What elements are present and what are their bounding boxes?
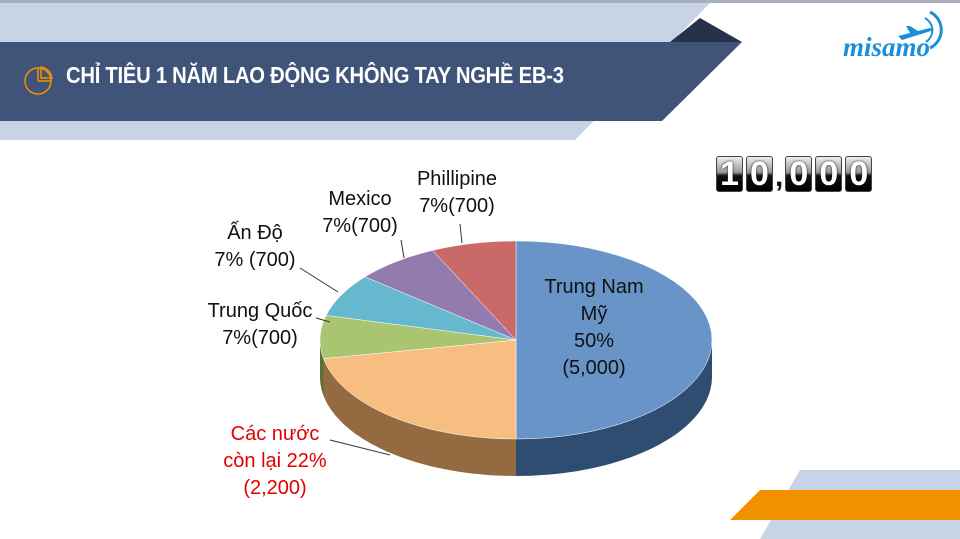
misamo-logo: misamo	[843, 32, 931, 62]
label-trung-quoc: Trung Quốc 7%(700)	[198, 298, 322, 352]
pie-slice	[319, 315, 517, 359]
label-line: còn lại 22%	[223, 450, 327, 472]
label-line: 50%	[573, 330, 615, 352]
leader-line	[400, 239, 405, 259]
label-line: 7%(700)	[322, 215, 398, 237]
pie-slice-side	[516, 340, 712, 476]
pie-slice-side	[323, 358, 516, 476]
pie-slice-side	[320, 340, 324, 396]
counter-digit: 1	[716, 156, 743, 192]
label-line: Mỹ	[580, 303, 608, 325]
label-line: 7%(700)	[222, 327, 298, 349]
label-line: Ấn Độ	[227, 222, 283, 244]
label-line: (5,000)	[562, 357, 626, 379]
pie-chart-icon	[24, 66, 53, 95]
label-line: 7%(700)	[419, 195, 495, 217]
label-trung-nam-my: Trung Nam Mỹ 50% (5,000)	[538, 274, 650, 382]
counter-digit: 0	[746, 156, 773, 192]
leader-line	[299, 267, 339, 293]
pie-slice	[325, 276, 517, 341]
label-cac-nuoc: Các nước còn lại 22% (2,200)	[210, 421, 340, 502]
label-line: Mexico	[328, 188, 392, 210]
leader-line	[329, 439, 391, 456]
label-line: (2,200)	[243, 477, 307, 499]
label-line: Trung Quốc	[207, 300, 313, 322]
page-title: CHỈ TIÊU 1 NĂM LAO ĐỘNG KHÔNG TAY NGHỀ E…	[66, 62, 564, 88]
label-line: Trung Nam	[544, 276, 644, 298]
pie-slice	[323, 339, 517, 440]
label-line: Phillipine	[416, 168, 498, 190]
label-line: 7% (700)	[214, 249, 296, 271]
label-phillipine: Phillipine 7%(700)	[402, 166, 512, 220]
total-counter: 1 0 , 0 0 0	[716, 156, 873, 193]
counter-digit: 0	[845, 156, 873, 192]
leader-line	[459, 223, 463, 244]
counter-digit: 0	[785, 156, 813, 192]
pie-slice	[432, 240, 517, 341]
counter-comma: ,	[775, 160, 784, 193]
leader-line	[315, 317, 331, 323]
label-line: Các nước	[230, 423, 320, 445]
counter-digit: 0	[815, 156, 843, 192]
airplane-icon	[898, 10, 943, 50]
label-mexico: Mexico 7%(700)	[310, 186, 410, 240]
label-an-do: Ấn Độ 7% (700)	[200, 220, 310, 274]
pie-slice	[364, 250, 517, 341]
pie-slice	[515, 240, 713, 440]
